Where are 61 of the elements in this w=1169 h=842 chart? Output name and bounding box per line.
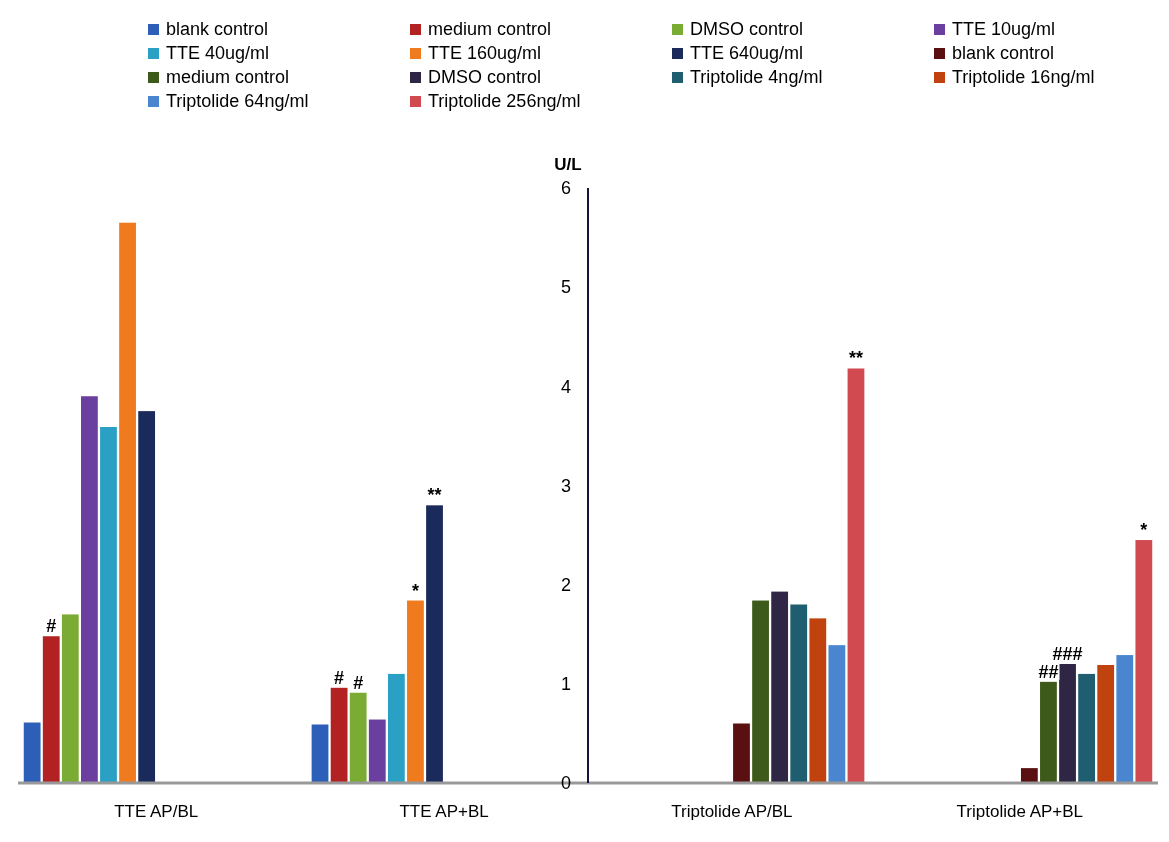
- data-label: **: [848, 348, 863, 369]
- y-tick-label: 3: [560, 475, 572, 496]
- bar: [771, 591, 789, 783]
- data-label: **: [427, 485, 442, 506]
- y-tick-label: 1: [560, 674, 572, 695]
- legend-label: medium control: [166, 67, 290, 87]
- legend-label: TTE 160ug/ml: [428, 43, 542, 63]
- y-axis-title: U/L: [554, 155, 582, 174]
- x-tick-label: TTE AP/BL: [114, 802, 199, 821]
- data-label: ###: [1052, 644, 1083, 664]
- bar: [81, 396, 98, 783]
- bar: [1116, 655, 1134, 783]
- legend-label: DMSO control: [428, 67, 542, 87]
- bar: [1040, 681, 1057, 783]
- data-label: #: [46, 616, 57, 637]
- bar: [1078, 673, 1095, 783]
- bar: [752, 600, 769, 783]
- legend-label: Triptolide 4ng/ml: [690, 67, 823, 87]
- legend-label: TTE 40ug/ml: [166, 43, 270, 63]
- bar: [407, 600, 424, 783]
- bar: [119, 222, 136, 783]
- legend-label: blank control: [166, 19, 269, 39]
- legend-label: medium control: [428, 19, 552, 39]
- y-tick-label: 2: [560, 574, 572, 595]
- bar: [61, 614, 79, 783]
- legend-label: Triptolide 64ng/ml: [166, 91, 309, 111]
- y-tick-label: 4: [560, 376, 572, 397]
- bar: [790, 604, 808, 783]
- bar: [23, 722, 41, 783]
- x-tick-label: Triptolide AP/BL: [671, 802, 793, 821]
- bar: [1020, 768, 1038, 783]
- bar: [1135, 540, 1153, 783]
- data-label: *: [1140, 520, 1148, 541]
- bar: [138, 411, 156, 783]
- bar: [733, 723, 750, 783]
- data-label: #: [353, 672, 364, 693]
- bar: [828, 645, 846, 783]
- bar: [368, 719, 386, 783]
- bar: [311, 724, 329, 783]
- bar: [100, 426, 117, 783]
- legend-label: blank control: [952, 43, 1055, 63]
- y-tick-label: 0: [560, 773, 572, 794]
- x-tick-label: Triptolide AP+BL: [956, 802, 1084, 821]
- data-label: *: [411, 580, 419, 601]
- bar: [349, 692, 367, 783]
- legend-label: TTE 10ug/ml: [952, 19, 1056, 39]
- bar: [387, 673, 405, 783]
- bar: [330, 687, 348, 783]
- legend-label: Triptolide 16ng/ml: [952, 67, 1095, 87]
- y-tick-label: 5: [560, 277, 572, 298]
- legend-label: Triptolide 256ng/ml: [428, 91, 581, 111]
- legend-label: TTE 640ug/ml: [690, 43, 804, 63]
- x-tick-label: TTE AP+BL: [399, 802, 489, 821]
- y-tick-label: 6: [560, 178, 572, 199]
- bar: [42, 636, 60, 783]
- bar: [809, 618, 827, 783]
- bar: [1097, 664, 1115, 783]
- data-label: #: [334, 667, 345, 688]
- legend-label: DMSO control: [690, 19, 804, 39]
- data-label: ##: [1038, 661, 1059, 682]
- bar: [1059, 664, 1076, 783]
